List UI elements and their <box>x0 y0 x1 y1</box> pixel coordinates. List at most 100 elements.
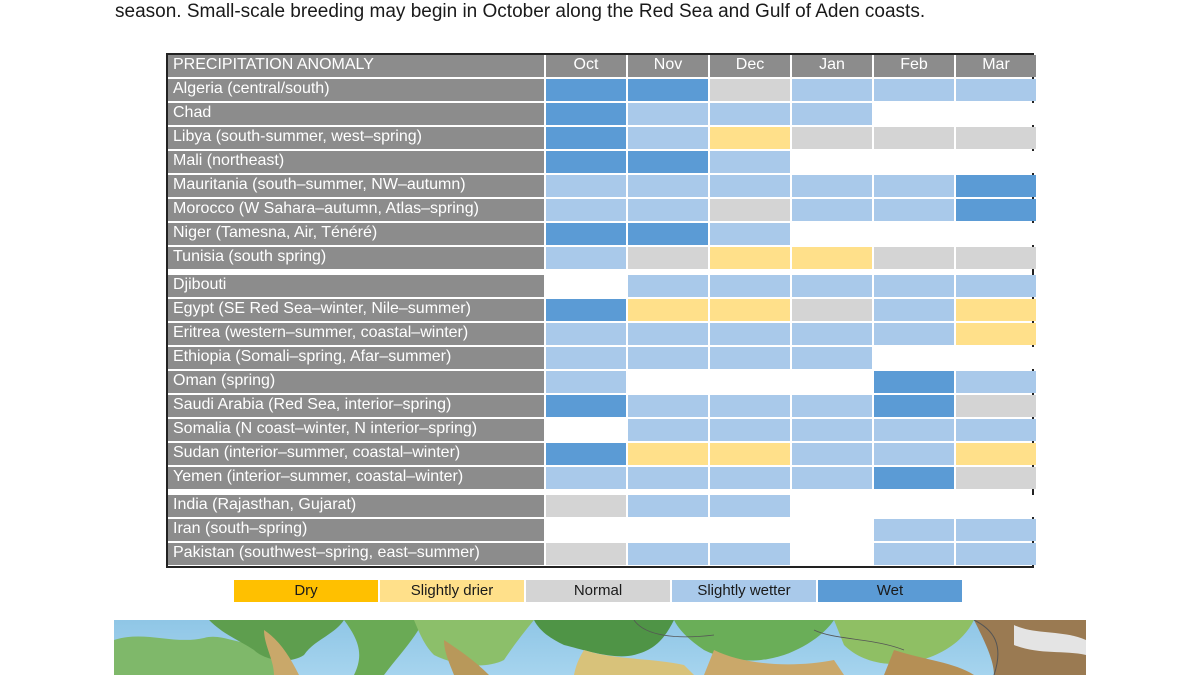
country-label: India (Rajasthan, Gujarat) <box>168 495 544 517</box>
anomaly-cell-wet <box>956 199 1036 221</box>
anomaly-cell-none <box>792 223 872 245</box>
anomaly-cell-slightly-wetter <box>874 323 954 345</box>
country-label: Algeria (central/south) <box>168 79 544 101</box>
country-label: Egypt (SE Red Sea–winter, Nile–summer) <box>168 299 544 321</box>
country-label: Libya (south-summer, west–spring) <box>168 127 544 149</box>
anomaly-cell-slightly-wetter <box>956 543 1036 565</box>
anomaly-cell-slightly-wetter <box>792 443 872 465</box>
anomaly-cell-wet <box>874 395 954 417</box>
intro-text: season. Small-scale breeding may begin i… <box>115 1 926 22</box>
anomaly-cell-wet <box>628 79 708 101</box>
anomaly-cell-slightly-wetter <box>874 299 954 321</box>
month-header-oct: Oct <box>546 55 626 77</box>
anomaly-cell-slightly-wetter <box>546 175 626 197</box>
anomaly-cell-slightly-wetter <box>628 395 708 417</box>
anomaly-cell-none <box>710 371 790 393</box>
country-label: Pakistan (southwest–spring, east–summer) <box>168 543 544 565</box>
anomaly-cell-normal <box>546 543 626 565</box>
anomaly-cell-none <box>874 223 954 245</box>
anomaly-cell-slightly-wetter <box>710 347 790 369</box>
anomaly-cell-slightly-drier <box>628 299 708 321</box>
anomaly-cell-none <box>956 495 1036 517</box>
anomaly-cell-slightly-wetter <box>710 223 790 245</box>
anomaly-cell-slightly-wetter <box>874 175 954 197</box>
anomaly-cell-slightly-wetter <box>628 543 708 565</box>
anomaly-cell-slightly-wetter <box>874 419 954 441</box>
anomaly-cell-slightly-wetter <box>628 323 708 345</box>
anomaly-cell-none <box>546 419 626 441</box>
country-label: Yemen (interior–summer, coastal–winter) <box>168 467 544 489</box>
anomaly-cell-wet <box>546 151 626 173</box>
anomaly-cell-none <box>710 519 790 541</box>
month-header-jan: Jan <box>792 55 872 77</box>
country-label: Djibouti <box>168 275 544 297</box>
anomaly-cell-normal <box>710 199 790 221</box>
anomaly-cell-none <box>546 519 626 541</box>
anomaly-cell-slightly-wetter <box>546 247 626 269</box>
anomaly-cell-slightly-wetter <box>546 323 626 345</box>
country-label: Mali (northeast) <box>168 151 544 173</box>
anomaly-cell-slightly-wetter <box>956 519 1036 541</box>
anomaly-cell-none <box>874 495 954 517</box>
anomaly-cell-slightly-wetter <box>628 199 708 221</box>
anomaly-cell-normal <box>956 395 1036 417</box>
legend-slightly-drier: Slightly drier <box>380 580 524 602</box>
country-label: Niger (Tamesna, Air, Ténéré) <box>168 223 544 245</box>
anomaly-cell-slightly-wetter <box>710 543 790 565</box>
legend-slightly-wetter: Slightly wetter <box>672 580 816 602</box>
anomaly-cell-none <box>874 103 954 125</box>
month-header-nov: Nov <box>628 55 708 77</box>
anomaly-cell-normal <box>792 299 872 321</box>
anomaly-cell-none <box>956 151 1036 173</box>
country-label: Saudi Arabia (Red Sea, interior–spring) <box>168 395 544 417</box>
country-label: Oman (spring) <box>168 371 544 393</box>
anomaly-cell-slightly-wetter <box>628 275 708 297</box>
country-label: Mauritania (south–summer, NW–autumn) <box>168 175 544 197</box>
anomaly-cell-slightly-wetter <box>628 467 708 489</box>
country-label: Eritrea (western–summer, coastal–winter) <box>168 323 544 345</box>
anomaly-cell-slightly-wetter <box>792 467 872 489</box>
anomaly-cell-wet <box>546 223 626 245</box>
anomaly-cell-none <box>956 347 1036 369</box>
anomaly-cell-slightly-wetter <box>792 419 872 441</box>
anomaly-cell-slightly-wetter <box>792 323 872 345</box>
anomaly-cell-slightly-wetter <box>792 199 872 221</box>
anomaly-cell-none <box>792 519 872 541</box>
anomaly-cell-slightly-wetter <box>546 371 626 393</box>
anomaly-cell-wet <box>546 103 626 125</box>
anomaly-cell-normal <box>956 467 1036 489</box>
anomaly-cell-normal <box>874 247 954 269</box>
legend-dry: Dry <box>234 580 378 602</box>
legend-wet: Wet <box>818 580 962 602</box>
anomaly-cell-slightly-wetter <box>874 443 954 465</box>
anomaly-cell-normal <box>956 247 1036 269</box>
anomaly-cell-wet <box>546 299 626 321</box>
anomaly-cell-slightly-drier <box>956 323 1036 345</box>
anomaly-cell-normal <box>710 79 790 101</box>
anomaly-cell-wet <box>628 151 708 173</box>
anomaly-cell-slightly-drier <box>628 443 708 465</box>
month-header-mar: Mar <box>956 55 1036 77</box>
anomaly-cell-none <box>628 371 708 393</box>
anomaly-cell-wet <box>546 127 626 149</box>
anomaly-cell-slightly-drier <box>710 127 790 149</box>
anomaly-cell-slightly-wetter <box>628 495 708 517</box>
region-map <box>114 620 1086 675</box>
legend-normal: Normal <box>526 580 670 602</box>
anomaly-cell-slightly-wetter <box>792 347 872 369</box>
country-label: Ethiopia (Somali–spring, Afar–summer) <box>168 347 544 369</box>
anomaly-cell-slightly-wetter <box>628 103 708 125</box>
month-header-dec: Dec <box>710 55 790 77</box>
anomaly-cell-normal <box>956 127 1036 149</box>
anomaly-cell-slightly-drier <box>710 299 790 321</box>
anomaly-cell-none <box>874 151 954 173</box>
anomaly-cell-slightly-wetter <box>956 275 1036 297</box>
country-label: Somalia (N coast–winter, N interior–spri… <box>168 419 544 441</box>
anomaly-cell-slightly-wetter <box>628 127 708 149</box>
month-header-feb: Feb <box>874 55 954 77</box>
anomaly-cell-slightly-wetter <box>956 371 1036 393</box>
anomaly-cell-slightly-wetter <box>792 79 872 101</box>
anomaly-cell-normal <box>792 127 872 149</box>
anomaly-cell-slightly-wetter <box>710 323 790 345</box>
anomaly-cell-slightly-wetter <box>956 79 1036 101</box>
